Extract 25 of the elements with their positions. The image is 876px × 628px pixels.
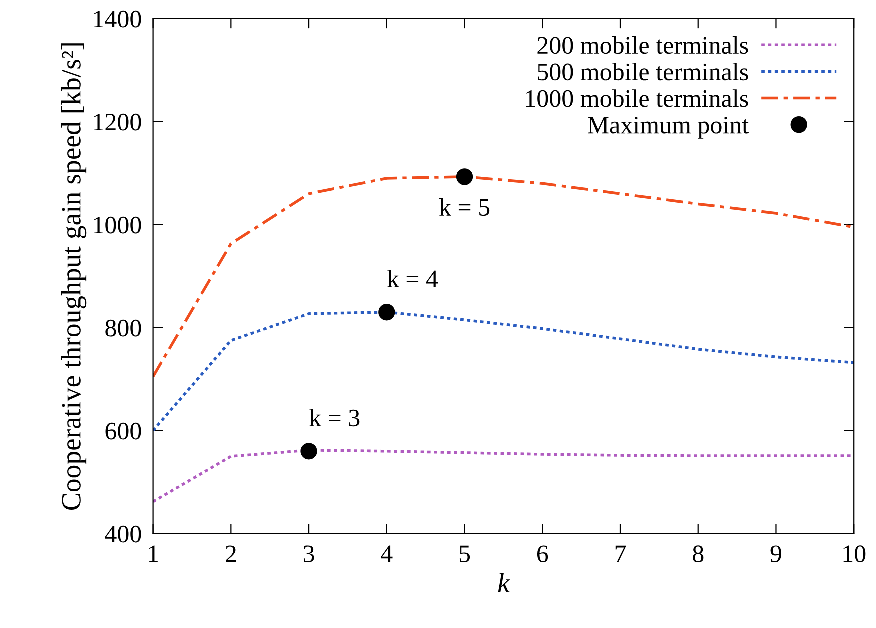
legend-label: 1000 mobile terminals (526, 90, 748, 108)
x-tick-label: 3 (304, 546, 314, 563)
x-tick-label: 9 (770, 546, 782, 563)
annotation: k = 4 (387, 270, 438, 288)
y-tick-label: 1200 (94, 114, 142, 131)
x-tick-label: 8 (693, 546, 704, 563)
x-tick-label: 5 (460, 546, 470, 563)
legend-label: 500 mobile terminals (538, 63, 748, 81)
legend-label: Maximum point (588, 117, 749, 139)
x-tick-label: 2 (226, 546, 236, 562)
x-tick-label: 10 (844, 546, 866, 563)
y-tick-label: 1400 (94, 10, 142, 28)
y-tick-label: 800 (106, 320, 142, 337)
x-tick-label: 1 (149, 546, 158, 562)
y-tick-label: 400 (105, 526, 142, 543)
x-tick-label: 4 (381, 546, 393, 562)
x-tick-label: 7 (616, 546, 626, 562)
annotation: k = 3 (310, 409, 360, 427)
legend-label: 200 mobile terminals (538, 36, 748, 54)
y-tick-label: 600 (106, 422, 142, 440)
x-axis-title: k (498, 573, 510, 592)
annotation: k = 5 (439, 198, 490, 216)
y-tick-label: 1000 (94, 216, 142, 234)
x-tick-label: 6 (537, 546, 548, 563)
y-axis-title: Cooperative throughput gain speed [kb/s²] (61, 44, 87, 510)
